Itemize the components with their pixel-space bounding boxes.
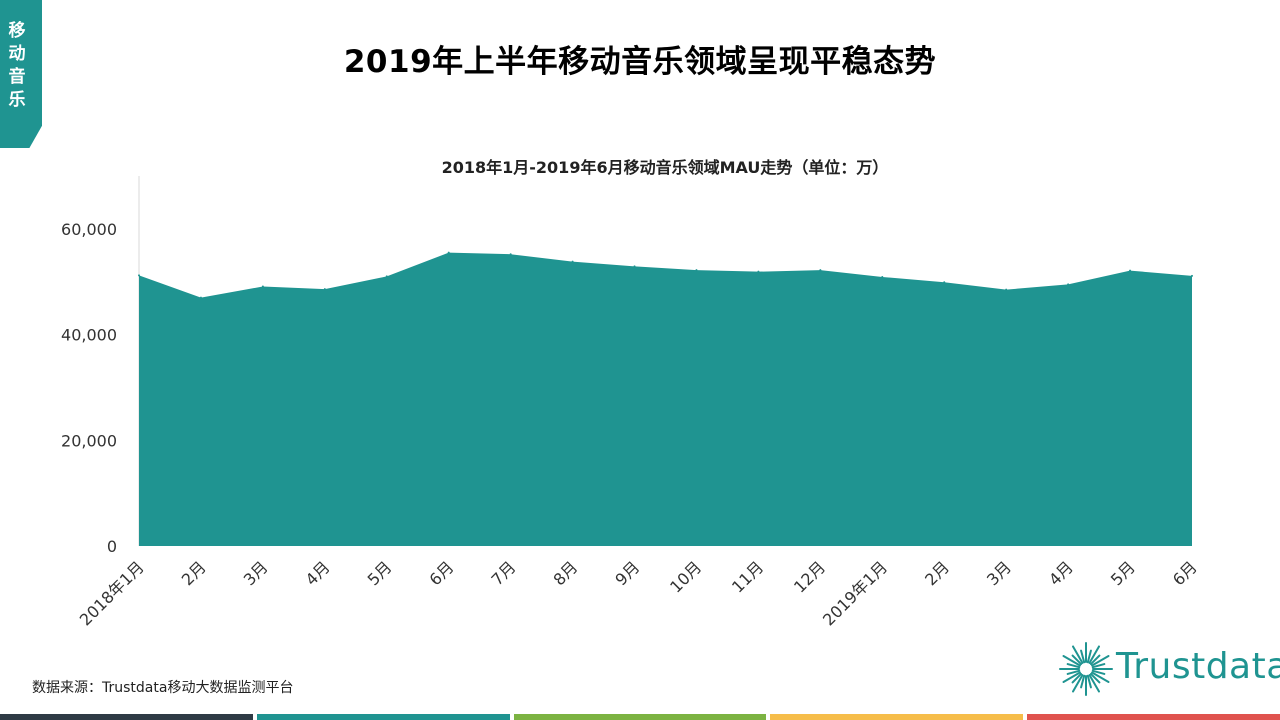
data-point xyxy=(138,274,140,277)
x-tick-label: 2月 xyxy=(178,557,210,589)
data-point xyxy=(819,269,822,272)
trustdata-logo: Trustdata xyxy=(1058,636,1280,702)
bottom-bar-segment xyxy=(256,714,510,720)
x-tick-label: 12月 xyxy=(790,557,829,596)
x-tick-label: 2月 xyxy=(921,557,953,589)
x-tick-label: 9月 xyxy=(611,557,643,589)
data-point xyxy=(633,265,636,268)
data-point xyxy=(261,285,264,288)
data-point xyxy=(447,251,450,254)
page-title: 2019年上半年移动音乐领域呈现平稳态势 xyxy=(343,44,937,80)
x-tick-label: 11月 xyxy=(728,557,767,596)
data-point xyxy=(323,288,326,291)
bottom-bar-segment xyxy=(1027,714,1280,720)
data-source-note: 数据来源：Trustdata移动大数据监测平台 xyxy=(32,680,294,696)
x-tick-label: 6月 xyxy=(1169,557,1201,589)
bottom-bar-segment xyxy=(0,714,253,720)
y-tick-label: 60,000 xyxy=(61,220,117,239)
x-tick-label: 2019年1月 xyxy=(819,557,891,629)
data-point xyxy=(1005,288,1008,291)
data-point xyxy=(509,253,512,256)
bottom-color-bar xyxy=(0,714,1280,720)
x-tick-label: 3月 xyxy=(983,557,1015,589)
y-tick-label: 0 xyxy=(107,537,117,556)
bottom-bar-segment xyxy=(513,714,767,720)
chart-title: 2018年1月-2019年6月移动音乐领域MAU走势（单位：万） xyxy=(442,158,889,177)
x-tick-label: 6月 xyxy=(426,557,458,589)
section-side-tab-label: 移动音乐 xyxy=(8,21,26,110)
data-point xyxy=(1067,283,1070,286)
data-point xyxy=(571,260,574,263)
data-point xyxy=(385,275,388,278)
data-point xyxy=(199,296,202,299)
data-point xyxy=(757,270,760,273)
x-tick-label: 3月 xyxy=(240,557,272,589)
logo-text: Trustdata xyxy=(1116,646,1280,687)
x-tick-label: 4月 xyxy=(1045,557,1077,589)
data-point xyxy=(695,269,698,272)
mau-area-series xyxy=(139,252,1192,546)
x-tick-label: 8月 xyxy=(549,557,581,589)
data-point xyxy=(943,281,946,284)
x-tick-label: 5月 xyxy=(364,557,396,589)
data-point xyxy=(1191,274,1193,277)
bottom-bar-segment xyxy=(770,714,1024,720)
x-tick-label: 10月 xyxy=(666,557,705,596)
section-side-tab: 移动音乐 xyxy=(0,0,42,148)
mau-area-chart: 2018年1月-2019年6月移动音乐领域MAU走势（单位：万） 0 20,000… xyxy=(61,158,1201,629)
y-tick-label: 40,000 xyxy=(61,326,117,345)
data-point xyxy=(881,275,884,278)
y-tick-label: 20,000 xyxy=(61,431,117,450)
sunburst-logo-icon xyxy=(1059,642,1113,696)
data-point xyxy=(1129,269,1132,272)
x-tick-label: 4月 xyxy=(302,557,334,589)
x-tick-label: 2018年1月 xyxy=(76,557,148,629)
x-tick-label: 7月 xyxy=(488,557,520,589)
x-tick-label: 5月 xyxy=(1107,557,1139,589)
